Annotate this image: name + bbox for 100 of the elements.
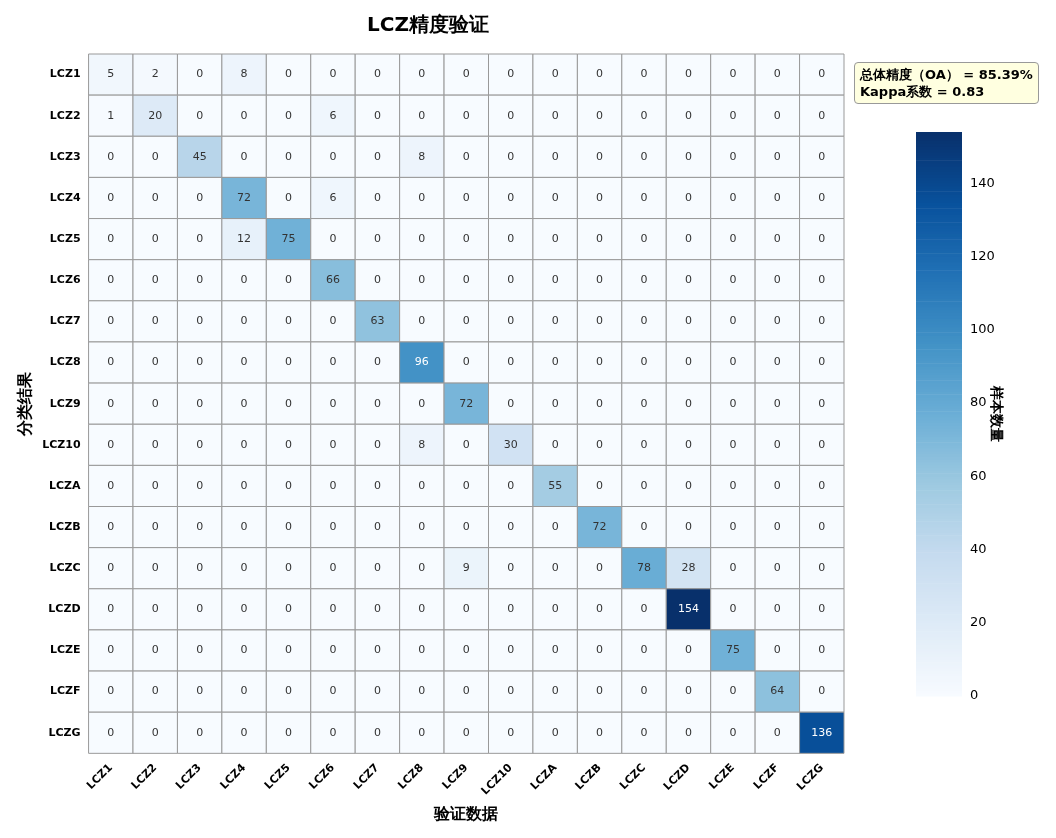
data-label: 0 — [729, 561, 737, 575]
data-label: 0 — [196, 190, 204, 204]
data-label: 0 — [818, 149, 826, 163]
data-label: 0 — [729, 437, 737, 451]
data-label: 0 — [373, 684, 381, 698]
color-bar-label: 100 — [970, 321, 995, 337]
data-label: 0 — [507, 149, 515, 163]
data-label: 30 — [503, 437, 518, 451]
data-label: 0 — [596, 355, 604, 369]
data-label: 0 — [684, 190, 692, 204]
data-label: 0 — [418, 67, 426, 81]
data-label: 0 — [151, 561, 159, 575]
data-label: 0 — [373, 231, 381, 245]
color-bar-label: 60 — [970, 467, 987, 483]
data-label: 0 — [462, 314, 470, 328]
data-label: 9 — [462, 561, 470, 575]
data-label: 0 — [551, 519, 559, 533]
data-label: 0 — [773, 314, 781, 328]
data-label: 0 — [596, 478, 604, 492]
data-label: 0 — [818, 273, 826, 287]
data-label: 0 — [729, 519, 737, 533]
data-label: 0 — [551, 231, 559, 245]
data-label: 0 — [418, 684, 426, 698]
data-label: 0 — [373, 602, 381, 616]
data-label: 0 — [507, 108, 515, 122]
data-label: 0 — [240, 355, 248, 369]
data-label: 0 — [107, 561, 115, 575]
data-label: 0 — [507, 684, 515, 698]
data-label: 0 — [418, 108, 426, 122]
data-label: 0 — [684, 725, 692, 739]
data-label: 0 — [729, 355, 737, 369]
data-label: 0 — [729, 725, 737, 739]
data-label: 0 — [418, 602, 426, 616]
data-label: 0 — [462, 725, 470, 739]
data-label: 0 — [773, 355, 781, 369]
y-tick-label: LCZ5 — [49, 231, 81, 245]
data-label: 0 — [418, 725, 426, 739]
data-label: 0 — [240, 478, 248, 492]
data-label: 0 — [640, 67, 648, 81]
data-label: 0 — [196, 355, 204, 369]
data-label: 0 — [240, 519, 248, 533]
data-label: 0 — [551, 396, 559, 410]
data-label: 0 — [373, 725, 381, 739]
data-label: 0 — [729, 602, 737, 616]
data-label: 0 — [285, 437, 293, 451]
data-label: 72 — [592, 519, 607, 533]
data-label: 0 — [196, 561, 204, 575]
data-label: 0 — [507, 273, 515, 287]
data-label: 0 — [196, 67, 204, 81]
data-label: 0 — [729, 478, 737, 492]
data-label: 0 — [107, 478, 115, 492]
data-label: 0 — [151, 643, 159, 657]
data-label: 0 — [507, 355, 515, 369]
data-label: 0 — [285, 149, 293, 163]
data-label: 0 — [240, 437, 248, 451]
data-label: 0 — [596, 725, 604, 739]
color-bar-label: 0 — [970, 687, 979, 703]
y-tick-label: LCZ4 — [49, 190, 81, 204]
data-label: 0 — [285, 355, 293, 369]
data-label: 0 — [551, 149, 559, 163]
data-label: 20 — [148, 108, 163, 122]
data-label: 0 — [196, 437, 204, 451]
data-label: 0 — [818, 108, 826, 122]
data-label: 0 — [285, 108, 293, 122]
data-label: 0 — [551, 684, 559, 698]
data-label: 0 — [551, 67, 559, 81]
data-label: 0 — [285, 643, 293, 657]
y-tick-label: LCZA — [48, 478, 82, 492]
data-label: 0 — [507, 519, 515, 533]
data-label: 0 — [507, 231, 515, 245]
data-label: 0 — [373, 561, 381, 575]
data-label: 0 — [462, 602, 470, 616]
data-label: 0 — [329, 643, 337, 657]
data-label: 0 — [551, 602, 559, 616]
data-label: 0 — [373, 437, 381, 451]
data-label: 0 — [196, 478, 204, 492]
data-label: 0 — [462, 273, 470, 287]
data-label: 0 — [373, 273, 381, 287]
data-label: 0 — [285, 519, 293, 533]
data-label: 0 — [729, 190, 737, 204]
data-label: 0 — [329, 355, 337, 369]
data-label: 0 — [596, 231, 604, 245]
data-label: 0 — [640, 437, 648, 451]
data-label: 0 — [285, 67, 293, 81]
data-label: 0 — [329, 314, 337, 328]
data-label: 0 — [596, 602, 604, 616]
data-label: 0 — [684, 314, 692, 328]
data-label: 55 — [548, 478, 563, 492]
data-label: 154 — [677, 602, 699, 616]
data-label: 0 — [329, 561, 337, 575]
y-tick-label: LCZ9 — [49, 396, 81, 410]
data-label: 0 — [196, 684, 204, 698]
y-axis-title: 分类结果 — [14, 370, 34, 437]
data-label: 0 — [151, 149, 159, 163]
data-label: 6 — [329, 108, 337, 122]
data-label: 0 — [684, 273, 692, 287]
data-label: 6 — [329, 190, 337, 204]
data-label: 0 — [773, 149, 781, 163]
data-label: 0 — [729, 273, 737, 287]
data-label: 0 — [596, 437, 604, 451]
